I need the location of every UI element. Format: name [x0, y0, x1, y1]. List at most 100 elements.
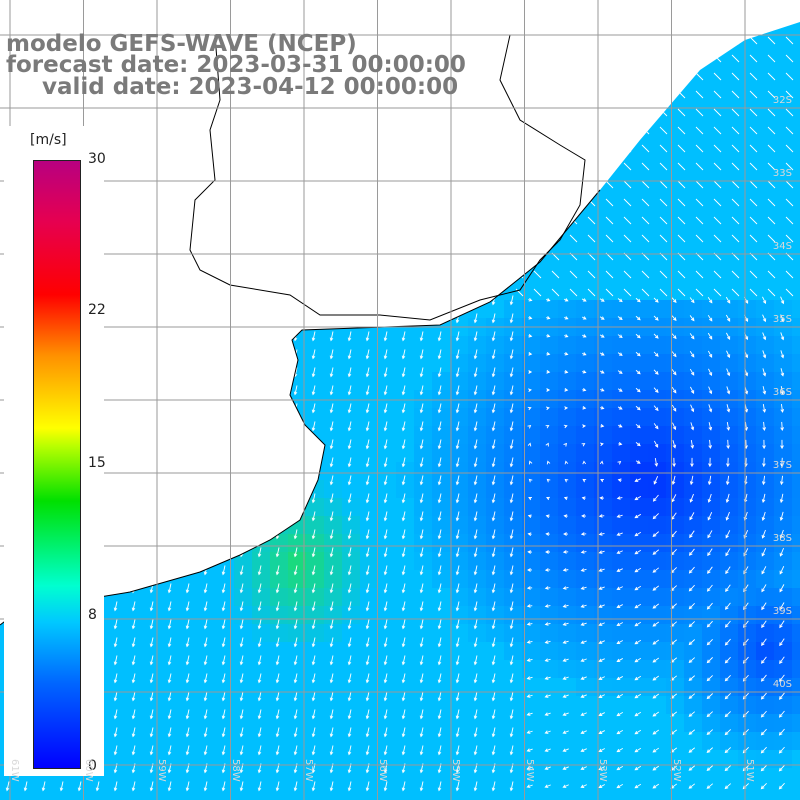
wind-arrow: [510, 619, 514, 629]
wind-arrow: [168, 385, 172, 395]
wind-arrow: [114, 655, 118, 665]
wind-arrow: [240, 745, 244, 755]
wind-arrow: [330, 493, 334, 503]
wind-arrow: [780, 386, 784, 394]
wind-arrow: [132, 547, 136, 557]
wind-arrow: [420, 385, 424, 395]
wind-arrow: [761, 674, 767, 682]
wind-arrow: [186, 673, 190, 683]
wind-arrow: [779, 728, 785, 736]
wind-arrow: [605, 72, 614, 81]
wind-arrow: [605, 198, 614, 207]
wind-arrow: [551, 144, 560, 153]
wind-arrow: [276, 457, 280, 467]
wind-arrow: [634, 711, 642, 717]
wind-arrow: [168, 637, 172, 647]
lon-label: 56W: [376, 759, 388, 782]
wind-arrow: [533, 198, 542, 207]
wind-arrow: [599, 622, 605, 626]
wind-arrow: [384, 457, 388, 467]
wind-arrow: [150, 637, 154, 647]
wind-arrow: [456, 349, 460, 359]
wind-arrow: [659, 270, 668, 279]
wind-arrow: [785, 126, 794, 135]
wind-arrow: [767, 270, 776, 279]
wind-arrow: [641, 54, 650, 63]
wind-arrow: [659, 54, 668, 63]
wind-arrow: [384, 673, 388, 683]
wind-arrow: [168, 529, 172, 539]
wind-arrow: [749, 198, 758, 207]
wind-arrow: [533, 270, 542, 279]
wind-arrow: [761, 710, 767, 718]
lon-label: 55W: [450, 759, 461, 782]
wind-arrow: [456, 619, 460, 629]
wind-arrow: [204, 385, 208, 395]
wind-arrow: [168, 565, 172, 575]
wind-arrow: [743, 710, 749, 718]
wind-arrow: [420, 457, 424, 467]
wind-arrow: [294, 601, 298, 611]
wind-arrow: [569, 270, 578, 279]
wind-arrow: [150, 709, 154, 719]
wind-arrow: [731, 108, 740, 117]
wind-arrow: [114, 673, 118, 683]
wind-arrow: [515, 288, 524, 297]
wind-arrow: [456, 727, 460, 737]
wind-arrow: [312, 601, 316, 611]
wind-arrow: [366, 637, 370, 647]
wind-arrow: [402, 619, 406, 629]
wind-arrow: [222, 493, 226, 503]
wind-arrow: [222, 367, 226, 377]
wind-arrow: [707, 620, 713, 628]
wind-arrow: [492, 349, 496, 359]
wind-arrow: [366, 421, 370, 431]
wind-arrow: [150, 439, 154, 449]
wind-arrow: [749, 36, 758, 45]
wind-arrow: [492, 403, 496, 413]
wind-arrow: [402, 331, 406, 341]
wind-arrow: [713, 216, 722, 225]
wind-arrow: [222, 421, 226, 431]
wind-arrow: [384, 493, 388, 503]
wind-arrow: [402, 565, 406, 575]
wind-arrow: [707, 638, 713, 646]
wind-arrow: [132, 403, 136, 413]
wind-arrow: [330, 385, 334, 395]
wind-arrow: [402, 637, 406, 647]
wind-arrow: [510, 367, 514, 377]
wind-arrow: [653, 351, 659, 357]
wind-arrow: [725, 693, 731, 699]
lon-label: 58W: [229, 759, 241, 782]
wind-arrow: [258, 619, 262, 629]
wind-arrow: [690, 422, 694, 430]
wind-arrow: [114, 367, 118, 377]
wind-arrow: [652, 621, 660, 627]
wind-arrow: [438, 529, 442, 539]
wind-arrow: [348, 331, 352, 341]
wind-arrow: [240, 583, 244, 593]
wind-arrow: [420, 511, 424, 521]
wind-arrow: [114, 475, 118, 485]
wind-arrow: [204, 547, 208, 557]
wind-arrow: [510, 295, 514, 305]
wind-arrow: [527, 784, 533, 788]
wind-arrow: [132, 511, 136, 521]
wind-arrow: [420, 547, 424, 557]
wind-arrow: [312, 493, 316, 503]
wind-arrow: [569, 198, 578, 207]
wind-arrow: [725, 314, 731, 322]
wind-arrow: [186, 403, 190, 413]
wind-arrow: [670, 585, 678, 591]
wind-arrow: [132, 709, 136, 719]
wind-arrow: [420, 439, 424, 449]
wind-arrow: [384, 529, 388, 539]
wind-arrow: [635, 478, 641, 482]
wind-arrow: [652, 693, 660, 699]
wind-arrow: [114, 547, 118, 557]
wind-arrow: [258, 727, 262, 737]
wind-arrow: [312, 385, 316, 395]
wind-arrow: [761, 764, 767, 772]
wind-arrow: [168, 439, 172, 449]
